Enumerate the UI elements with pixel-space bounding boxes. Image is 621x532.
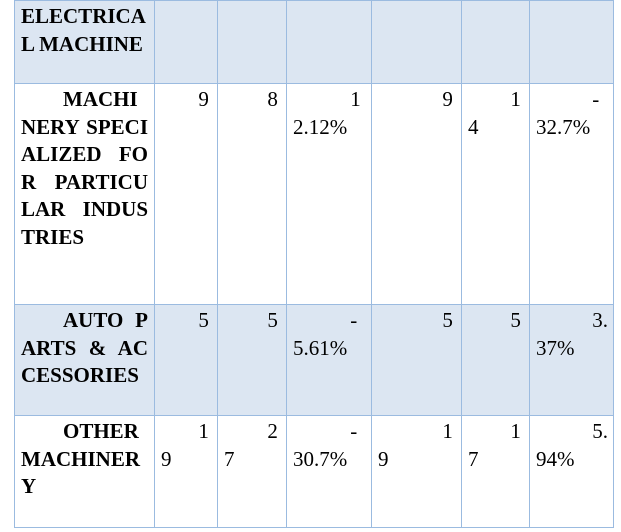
table-cell: 5 [154,304,218,416]
table-cell [371,0,462,84]
table-cell: 8 [217,83,287,305]
table-row: AUTO PARTS & ACCESSORIES 5 5 -5.61% 5 5 3.37% [14,304,614,416]
row-label: MACHINERY SPECIALIZED FOR PARTICULAR IND… [14,83,155,305]
table-row: MACHINERY SPECIALIZED FOR PARTICULAR IND… [14,83,614,305]
table-cell: 5 [371,304,462,416]
table-cell: 3.37% [529,304,614,416]
row-label: AUTO PARTS & ACCESSORIES [14,304,155,416]
table-cell [461,0,530,84]
row-label: OTHER MACHINERY [14,415,155,528]
table-cell: 5 [217,304,287,416]
table-cell: -32.7% [529,83,614,305]
data-table: ELECTRICAL MACHINE MACHINERY SPECIALIZED … [14,0,614,528]
table-cell: 5.94% [529,415,614,528]
table-cell: 9 [371,83,462,305]
table-cell: 12.12% [286,83,372,305]
table-cell: 17 [461,415,530,528]
table-cell: -5.61% [286,304,372,416]
table-cell: 27 [217,415,287,528]
table-cell [217,0,287,84]
table-cell: 5 [461,304,530,416]
table-cell: 14 [461,83,530,305]
table-cell [529,0,614,84]
table-cell: 9 [154,83,218,305]
table-row: OTHER MACHINERY 19 27 -30.7% 19 17 5.94% [14,415,614,528]
table-cell: 19 [371,415,462,528]
table-cell [154,0,218,84]
table-cell: -30.7% [286,415,372,528]
table-cell [286,0,372,84]
table-cell: 19 [154,415,218,528]
table-row: ELECTRICAL MACHINE [14,0,614,84]
row-label: ELECTRICAL MACHINE [14,0,155,84]
table-body: ELECTRICAL MACHINE MACHINERY SPECIALIZED … [14,0,614,528]
